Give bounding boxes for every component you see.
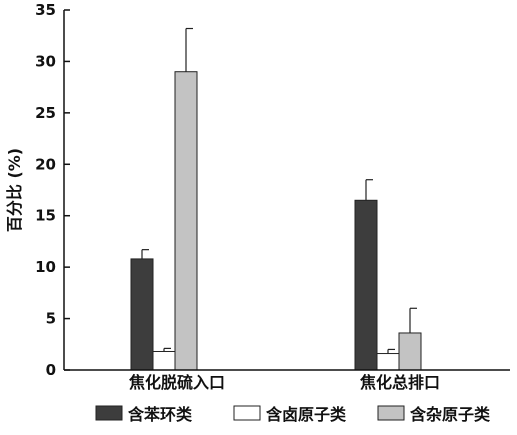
y-tick-label: 0 (46, 361, 56, 379)
y-axis-title: 百分比 (%) (5, 148, 24, 232)
x-axis-category-labels: 焦化脱硫入口 焦化总排口 (128, 373, 440, 392)
legend-swatch (233, 405, 261, 421)
y-tick-label: 30 (35, 52, 56, 70)
bar (130, 258, 154, 371)
y-tick-label: 10 (35, 258, 56, 276)
bar (376, 353, 400, 371)
legend-swatch (377, 405, 405, 421)
bar (398, 332, 422, 371)
y-tick-label: 35 (35, 1, 56, 19)
legend-label: 含卤原子类 (266, 405, 347, 424)
category-label-inlet: 焦化脱硫入口 (128, 373, 225, 392)
y-tick-label: 15 (35, 207, 56, 225)
bar (152, 350, 176, 371)
legend-label: 含杂原子类 (410, 405, 491, 424)
y-tick-label: 25 (35, 104, 56, 122)
y-axis-ticks: 0 5 10 15 20 25 30 35 (35, 1, 70, 379)
category-label-outlet: 焦化总排口 (359, 373, 440, 392)
y-tick-label: 5 (46, 310, 56, 328)
legend-label: 含苯环类 (128, 405, 193, 424)
legend: 含苯环类 含卤原子类 含杂原子类 (95, 405, 491, 424)
y-tick-label: 20 (35, 155, 56, 173)
bar (354, 199, 378, 371)
bar-series (130, 27, 422, 371)
legend-swatch (95, 405, 123, 421)
bar (174, 71, 198, 371)
